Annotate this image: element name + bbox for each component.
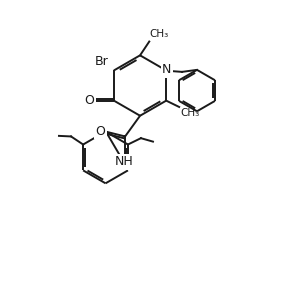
Text: O: O [84,94,94,107]
Text: N: N [162,63,171,76]
Text: CH₃: CH₃ [150,29,169,39]
Text: NH: NH [115,155,134,168]
Text: CH₃: CH₃ [180,108,199,118]
Text: Br: Br [95,55,109,68]
Text: O: O [96,125,106,138]
